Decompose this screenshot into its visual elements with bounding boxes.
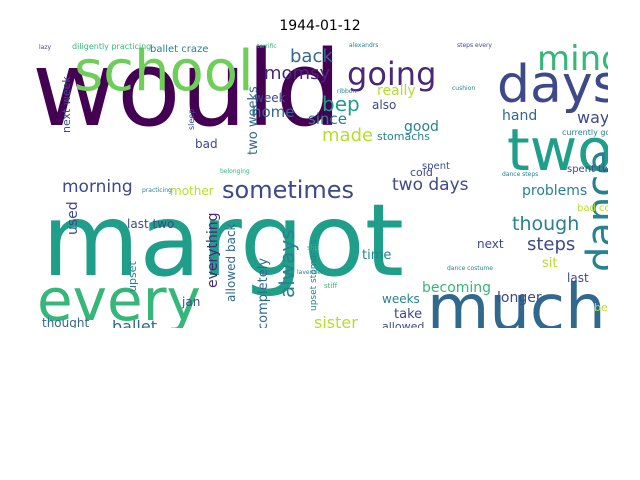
cloud-word: allowed [382, 320, 424, 328]
cloud-word: spent [422, 161, 450, 172]
cloud-word: slip [307, 244, 320, 252]
cloud-word: ballet craze [150, 44, 208, 55]
cloud-word: practicing [142, 187, 172, 194]
cloud-word: allowed back [224, 223, 238, 302]
cloud-word: back [290, 46, 333, 67]
cloud-word: next week [60, 76, 73, 133]
cloud-word: dance steps [502, 171, 538, 178]
cloud-word: really [377, 83, 416, 99]
cloud-word: currently going [562, 128, 608, 137]
cloud-word: mother [170, 184, 214, 198]
cloud-word: alexandrs [349, 42, 378, 49]
cloud-word: jan [181, 295, 200, 309]
cloud-word: next [477, 237, 504, 251]
cloud-word: lazy [39, 44, 51, 51]
cloud-word: always [275, 229, 299, 298]
cloud-word: every [37, 266, 201, 328]
cloud-word: days [497, 55, 608, 115]
cloud-word: made [322, 125, 373, 146]
cloud-word: terrific [257, 43, 277, 50]
cloud-word: home [252, 103, 295, 121]
cloud-word: steps [527, 234, 575, 255]
cloud-word: upset stomachs [309, 239, 319, 311]
cloud-word: week [254, 91, 286, 105]
cloud-word: way [577, 108, 608, 127]
cloud-word: time [362, 248, 391, 263]
cloud-word: completely [256, 258, 271, 328]
cloud-word: upset [126, 261, 139, 292]
cloud-word: going [347, 55, 436, 93]
cloud-word: weeks [382, 292, 420, 306]
cloud-word: belonging [220, 168, 250, 175]
cloud-word: sometimes [222, 176, 354, 204]
cloud-word: becoming [422, 280, 491, 296]
figure-title: 1944-01-12 [279, 18, 361, 34]
cloud-word: bep [322, 92, 360, 116]
cloud-word: thought [42, 316, 89, 328]
cloud-word: much [427, 272, 606, 328]
cloud-word: sit [542, 256, 557, 271]
cloud-word: bad [195, 137, 218, 151]
cloud-word: though [512, 213, 579, 235]
cloud-word: momsy [264, 63, 330, 84]
cloud-word: morning [62, 177, 133, 197]
cloud-word: spent two [567, 164, 608, 175]
cloud-word: cushion [452, 85, 475, 92]
cloud-word: used [65, 201, 81, 235]
cloud-word: since [308, 110, 347, 128]
cloud-word: ribbon [337, 88, 356, 95]
cloud-word: two [507, 116, 608, 184]
cloud-word: two weeks [246, 86, 261, 155]
cloud-word: dance [579, 150, 608, 272]
cloud-word: lavender [297, 269, 324, 276]
cloud-word: dance costume [447, 265, 493, 272]
cloud-word: stiff [324, 282, 337, 290]
cloud-word: school [74, 40, 254, 104]
cloud-word: take [394, 307, 422, 322]
cloud-word: last two [127, 217, 174, 231]
cloud-word: hand [502, 108, 537, 124]
cloud-word: bed [594, 301, 608, 314]
cloud-word: steps every [457, 42, 492, 49]
cloud-word: two days [392, 175, 469, 195]
cloud-word: ballet [112, 317, 157, 328]
cloud-word: last [567, 271, 589, 285]
cloud-word: longer [497, 290, 542, 306]
cloud-word: stomachs [377, 130, 430, 143]
cloud-word: bad cold [577, 203, 608, 214]
cloud-word: sleep [187, 109, 196, 130]
cloud-word: problems [522, 183, 587, 199]
cloud-word: good [404, 119, 439, 135]
cloud-word: everything [205, 212, 221, 288]
cloud-word: sister [314, 313, 358, 328]
cloud-word: margot [42, 182, 404, 299]
cloud-word: diligently practicing [72, 42, 151, 51]
cloud-word: would [32, 40, 342, 150]
cloud-word: cold [410, 166, 433, 179]
cloud-word: also [372, 98, 396, 112]
